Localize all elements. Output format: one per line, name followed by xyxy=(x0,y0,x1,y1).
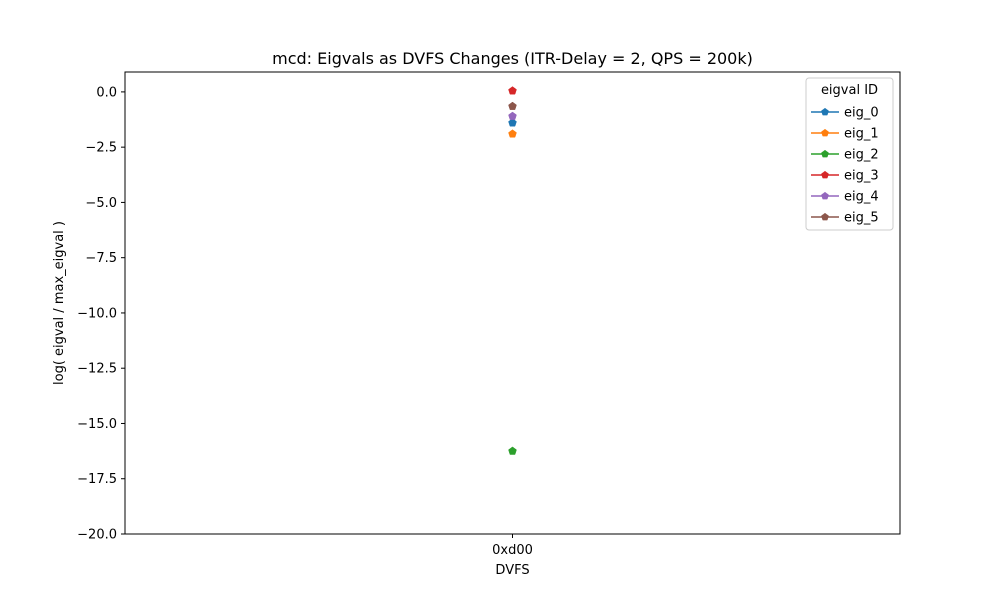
y-tick-label: −7.5 xyxy=(85,251,117,266)
legend-title: eigval ID xyxy=(821,83,878,98)
plot-frame xyxy=(124,71,901,535)
data-point-eig_3 xyxy=(508,86,517,95)
y-tick-label: −2.5 xyxy=(85,141,117,156)
data-point-eig_5 xyxy=(508,101,517,110)
data-point-eig_2 xyxy=(508,446,517,455)
x-tick-label: 0xd00 xyxy=(492,543,533,558)
data-point-eig_1 xyxy=(508,129,517,138)
y-tick-label: −5.0 xyxy=(85,196,117,211)
y-axis-label: log( eigval / max_eigval ) xyxy=(52,221,67,385)
y-tick-label: −12.5 xyxy=(77,362,117,377)
legend-label-eig_1: eig_1 xyxy=(844,127,879,142)
legend-marker-eig_4 xyxy=(821,191,829,200)
y-tick-label: −20.0 xyxy=(77,528,117,543)
plot-marks xyxy=(508,86,517,455)
legend-marker-eig_5 xyxy=(821,212,829,221)
legend-label-eig_5: eig_5 xyxy=(844,211,879,226)
x-axis-label: DVFS xyxy=(495,563,529,578)
legend-marker-eig_0 xyxy=(821,107,829,116)
data-point-eig_0 xyxy=(508,118,517,127)
chart-title: mcd: Eigvals as DVFS Changes (ITR-Delay … xyxy=(272,49,753,68)
data-point-eig_4 xyxy=(508,111,517,120)
legend-label-eig_2: eig_2 xyxy=(844,148,879,163)
y-tick-label: −17.5 xyxy=(77,472,117,487)
y-tick-label: −10.0 xyxy=(77,306,117,321)
y-axis: 0.0 −2.5 −5.0 −7.5 −10.0 −12.5 −15.0 −17.5 −20.0 xyxy=(77,85,125,543)
legend-marker-eig_1 xyxy=(821,128,829,137)
legend-label-eig_3: eig_3 xyxy=(844,169,879,184)
legend-box xyxy=(805,77,894,231)
legend-label-eig_0: eig_0 xyxy=(844,106,879,121)
y-tick-label: −15.0 xyxy=(77,417,117,432)
legend: eigval ID eig_0 eig_1 eig_2 eig_3 eig_4 eig_5 xyxy=(805,77,894,231)
x-axis: 0xd00 xyxy=(492,534,533,558)
legend-marker-eig_3 xyxy=(821,170,829,179)
legend-marker-eig_2 xyxy=(821,149,829,158)
legend-label-eig_4: eig_4 xyxy=(844,190,879,205)
y-tick-label: 0.0 xyxy=(96,85,117,100)
